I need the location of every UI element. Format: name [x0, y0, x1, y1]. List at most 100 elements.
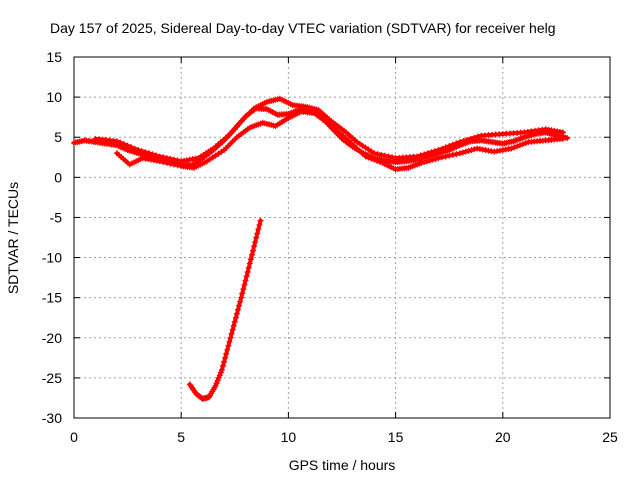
data-point-marker: [439, 154, 446, 161]
data-point-marker: [228, 330, 235, 337]
data-point-marker: [456, 150, 463, 157]
x-tick-label: 20: [495, 429, 511, 445]
data-point-marker: [459, 149, 466, 156]
data-point-marker: [256, 221, 263, 228]
data-point-marker: [214, 377, 221, 384]
series-lower-branch: [113, 108, 566, 173]
data-point-marker: [371, 156, 378, 163]
data-point-marker: [244, 268, 251, 275]
y-tick-label: -10: [42, 250, 62, 266]
data-point-marker: [117, 139, 124, 146]
y-tick-label: -5: [50, 209, 63, 225]
data-point-marker: [389, 154, 396, 161]
data-point-marker: [255, 226, 262, 233]
y-tick-label: -30: [42, 410, 62, 426]
data-point-marker: [429, 156, 436, 163]
y-tick-label: 5: [54, 129, 62, 145]
data-point-marker: [218, 366, 225, 373]
data-point-marker: [240, 286, 247, 293]
data-point-marker: [236, 302, 243, 309]
data-point-marker: [374, 151, 381, 158]
data-point-marker: [243, 273, 250, 280]
data-point-marker: [460, 137, 467, 144]
data-point-marker: [446, 143, 453, 150]
data-point-marker: [156, 158, 163, 165]
data-point-marker: [376, 158, 383, 165]
data-point-marker: [511, 144, 518, 151]
x-axis-label: GPS time / hours: [289, 457, 396, 473]
data-point-marker: [371, 150, 378, 157]
data-point-marker: [449, 151, 456, 158]
data-point-marker: [374, 157, 381, 164]
y-tick-label: -25: [42, 370, 62, 386]
data-point-marker: [421, 151, 428, 158]
data-point-marker: [232, 314, 239, 321]
data-point-marker: [381, 152, 388, 159]
data-point-marker: [516, 142, 523, 149]
data-point-marker: [254, 230, 261, 237]
data-point-marker: [365, 154, 372, 161]
data-point-marker: [418, 159, 425, 166]
data-point-marker: [446, 152, 453, 159]
data-point-marker: [564, 135, 571, 142]
data-point-marker: [435, 147, 442, 154]
data-point-marker: [442, 144, 449, 151]
data-point-marker: [237, 298, 244, 305]
data-point-marker: [226, 338, 233, 345]
series-upper-branch: [92, 95, 566, 165]
y-tick-label: -15: [42, 290, 62, 306]
grid-lines: [73, 56, 611, 419]
data-point-marker: [238, 294, 245, 301]
data-point-marker: [508, 145, 515, 152]
data-point-marker: [220, 362, 227, 369]
data-point-marker: [462, 148, 469, 155]
plot-frame: [73, 56, 611, 419]
data-point-marker: [424, 158, 431, 165]
data-point-marker: [453, 140, 460, 147]
data-point-marker: [354, 145, 361, 152]
series-layer: [71, 95, 571, 402]
data-point-marker: [356, 148, 363, 155]
data-point-marker: [359, 150, 366, 157]
data-point-marker: [417, 152, 424, 159]
data-point-marker: [432, 155, 439, 162]
data-point-marker: [212, 382, 219, 389]
data-point-marker: [163, 159, 170, 166]
data-point-marker: [428, 149, 435, 156]
series-dip-branch: [186, 217, 264, 402]
data-point-marker: [348, 140, 355, 147]
data-point-marker: [160, 159, 167, 166]
data-point-marker: [167, 160, 174, 167]
data-point-marker: [213, 380, 220, 387]
data-point-marker: [135, 147, 142, 154]
x-tick-label: 25: [602, 429, 618, 445]
x-tick-label: 5: [177, 429, 185, 445]
data-point-marker: [250, 247, 257, 254]
data-point-marker: [121, 141, 128, 148]
x-tick-label: 0: [70, 429, 78, 445]
data-point-marker: [217, 369, 224, 376]
data-point-marker: [439, 145, 446, 152]
data-point-marker: [345, 137, 352, 144]
data-point-marker: [225, 342, 232, 349]
data-point-marker: [378, 151, 385, 158]
data-point-marker: [368, 155, 375, 162]
data-point-marker: [128, 144, 135, 151]
data-point-marker: [257, 217, 264, 224]
data-point-marker: [519, 141, 526, 148]
data-point-marker: [435, 155, 442, 162]
data-point-marker: [153, 152, 160, 159]
y-tick-labels: 15 10 5 0 -5 -10 -15 -20 -25 -30: [42, 49, 62, 426]
y-tick-label: -20: [42, 330, 62, 346]
x-tick-label: 15: [388, 429, 404, 445]
data-point-marker: [231, 318, 238, 325]
data-point-marker: [253, 234, 260, 241]
data-point-marker: [230, 322, 237, 329]
data-point-marker: [465, 147, 472, 154]
data-point-marker: [223, 350, 230, 357]
data-point-marker: [467, 135, 474, 142]
data-point-marker: [559, 135, 566, 142]
data-point-marker: [431, 148, 438, 155]
data-point-marker: [424, 150, 431, 157]
